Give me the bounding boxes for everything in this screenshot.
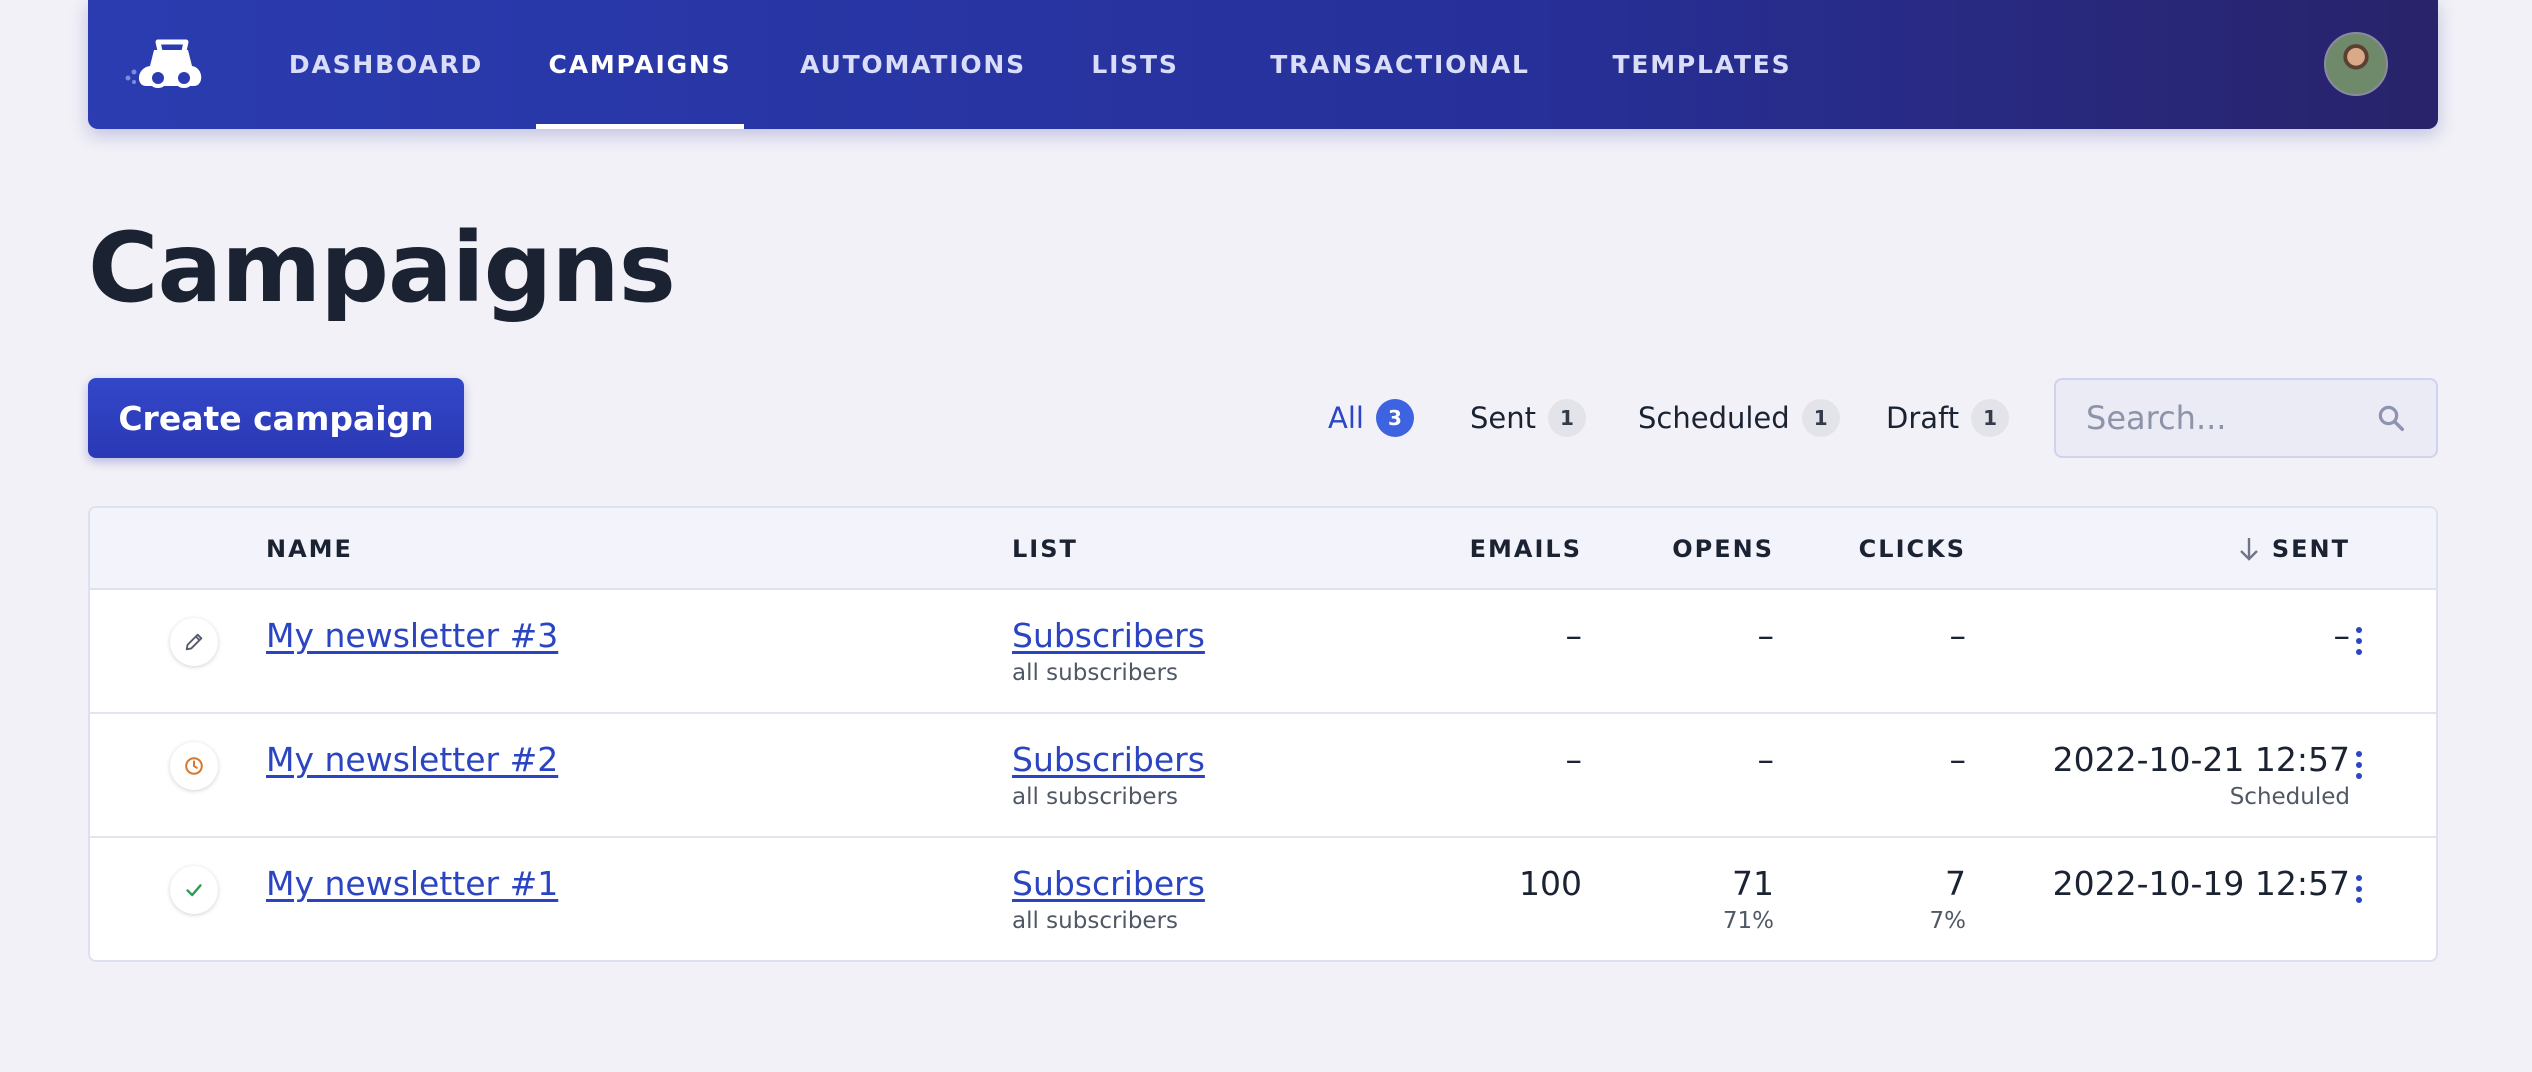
mailcoach-logo-icon[interactable] [124,34,204,90]
count-badge: 3 [1375,399,1414,437]
filter-label: All [1328,401,1364,435]
column-header-name[interactable]: NAME [266,535,353,563]
campaign-name-link[interactable]: My newsletter #2 [266,740,559,779]
filter-label: Scheduled [1638,401,1790,435]
opens-percent: 71% [1722,908,1774,934]
nav-campaigns[interactable]: CAMPAIGNS [536,0,744,129]
user-avatar[interactable] [2324,32,2388,96]
arrow-down-icon [2240,538,2258,561]
filter-sent[interactable]: Sent 1 [1470,396,1587,440]
pencil-icon [170,618,218,666]
row-actions-menu-icon[interactable] [2344,618,2374,664]
nav-automations[interactable]: AUTOMATIONS [800,50,1026,79]
nav-lists[interactable]: LISTS [1091,50,1179,79]
count-badge: 1 [1801,399,1840,437]
column-header-opens[interactable]: OPENS [1672,535,1774,563]
create-campaign-button[interactable]: Create campaign [88,378,464,458]
filter-all[interactable]: All 3 [1328,396,1414,440]
filter-label: Draft [1886,401,1960,435]
emails-value: – [1565,740,1583,779]
row-actions-menu-icon[interactable] [2344,742,2374,788]
table-header: NAME LIST EMAILS OPENS CLICKS SENT [90,508,2436,590]
sent-header-label: SENT [2271,535,2350,563]
nav-transactional[interactable]: TRANSACTIONAL [1270,50,1530,79]
filter-scheduled[interactable]: Scheduled 1 [1638,396,1840,440]
campaigns-table: NAME LIST EMAILS OPENS CLICKS SENT My ne… [88,506,2438,962]
column-header-emails[interactable]: EMAILS [1469,535,1582,563]
list-segment: all subscribers [1012,908,1179,934]
opens-value: – [1757,616,1775,655]
column-header-list[interactable]: LIST [1012,535,1078,563]
clicks-value: – [1949,616,1967,655]
list-segment: all subscribers [1012,660,1179,686]
filter-label: Sent [1470,401,1537,435]
search-box [2054,378,2438,458]
filter-draft[interactable]: Draft 1 [1886,396,2010,440]
clicks-percent: 7% [1929,908,1967,934]
emails-value: 100 [1519,864,1582,903]
opens-value: 71 [1732,864,1774,903]
column-header-clicks[interactable]: CLICKS [1858,535,1966,563]
search-icon[interactable] [2376,403,2406,433]
list-link[interactable]: Subscribers [1012,864,1205,903]
table-row: My newsletter #1 Subscribers all subscri… [90,838,2436,960]
list-link[interactable]: Subscribers [1012,740,1205,779]
page-title: Campaigns [88,212,676,324]
count-badge: 1 [1971,399,2010,437]
nav-dashboard[interactable]: DASHBOARD [288,50,484,79]
nav-templates[interactable]: TEMPLATES [1612,50,1792,79]
table-row: My newsletter #3 Subscribers all subscri… [90,590,2436,714]
clicks-value: – [1949,740,1967,779]
clock-icon [170,742,218,790]
table-row: My newsletter #2 Subscribers all subscri… [90,714,2436,838]
list-segment: all subscribers [1012,784,1179,810]
opens-value: – [1757,740,1775,779]
sent-value: – [2333,616,2351,655]
column-header-sent[interactable]: SENT [2090,508,2350,590]
campaign-name-link[interactable]: My newsletter #3 [266,616,559,655]
search-input[interactable] [2086,399,2376,437]
clicks-value: 7 [1945,864,1966,903]
count-badge: 1 [1548,399,1587,437]
campaign-name-link[interactable]: My newsletter #1 [266,864,559,903]
emails-value: – [1565,616,1583,655]
list-link[interactable]: Subscribers [1012,616,1205,655]
sent-status-note: Scheduled [2229,784,2350,810]
sent-value: 2022-10-19 12:57 [2052,864,2350,903]
check-icon [170,866,218,914]
row-actions-menu-icon[interactable] [2344,866,2374,912]
sent-value: 2022-10-21 12:57 [2052,740,2350,779]
top-navbar: DASHBOARD CAMPAIGNS AUTOMATIONS LISTS TR… [88,0,2438,129]
